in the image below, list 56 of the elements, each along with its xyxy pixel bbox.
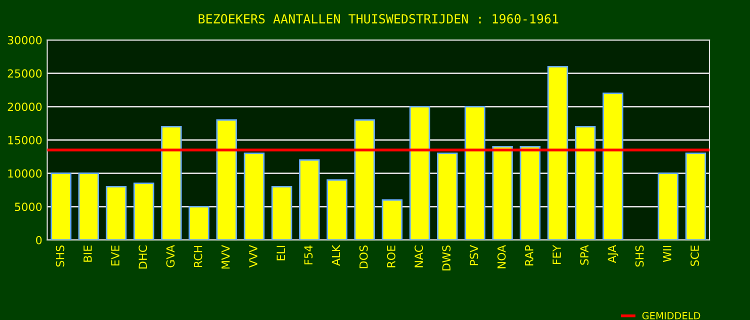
bar [382, 199, 403, 240]
bar [78, 172, 99, 240]
x-tick-label: RAP [525, 245, 534, 266]
bar [409, 106, 430, 240]
x-tick-label: NOA [497, 244, 506, 268]
x-tick-label: DWS [442, 245, 451, 270]
x-tick-label: SHS [56, 245, 64, 267]
chart-title: BEZOEKERS AANTALLEN THUISWEDSTRIJDEN : 1960-1961 [198, 14, 558, 24]
x-tick-label: FEY [552, 244, 561, 264]
bar [520, 146, 540, 240]
x-tick-label: EVE [111, 246, 120, 266]
bar [574, 126, 596, 240]
y-tick-label: 20000 [8, 102, 42, 112]
x-tick-label: MVV [222, 244, 230, 269]
x-tick-label: ROE [386, 246, 396, 268]
bar [244, 152, 265, 240]
bar [602, 92, 624, 240]
x-tick-label: SCE [690, 246, 699, 266]
x-tick-label: AJA [608, 244, 618, 264]
y-tick-label: 30000 [8, 36, 42, 44]
y-tick-label: 10000 [8, 169, 42, 178]
x-tick-label: SPA [580, 244, 589, 265]
x-tick-label: WII [663, 246, 672, 262]
bar [106, 186, 127, 240]
bar [354, 119, 375, 240]
bar [437, 152, 458, 240]
x-tick-label: ALK [332, 244, 340, 266]
bar [161, 126, 182, 240]
x-tick-label: BIE [84, 246, 92, 262]
bar [492, 146, 513, 240]
bar [658, 172, 678, 240]
x-tick-label: GVA [166, 244, 175, 268]
x-tick-label: RCH [194, 246, 202, 268]
x-tick-label: F54 [304, 245, 313, 264]
x-tick-label: SHS [635, 245, 644, 267]
bar [216, 119, 237, 240]
bar [299, 159, 320, 240]
bar [464, 106, 486, 240]
bar [50, 172, 72, 240]
y-tick-label: 5000 [14, 202, 42, 212]
x-tick-label: PSV [470, 244, 478, 266]
bar [685, 152, 706, 240]
y-tick-label: 25000 [8, 69, 42, 78]
bar [133, 182, 154, 240]
x-tick-label: DOS [359, 245, 368, 268]
x-tick-label: ELI [276, 246, 285, 260]
bar [326, 179, 348, 240]
y-tick-label: 15000 [8, 136, 42, 144]
y-tick-label: 0 [36, 236, 42, 244]
legend-label: GEMIDDELD [642, 312, 700, 320]
bar [547, 66, 568, 240]
bar [271, 186, 292, 240]
x-tick-label: DHC [138, 245, 148, 268]
x-tick-label: NAC [414, 245, 423, 268]
bar [188, 206, 210, 240]
x-tick-label: VVV [249, 244, 258, 268]
